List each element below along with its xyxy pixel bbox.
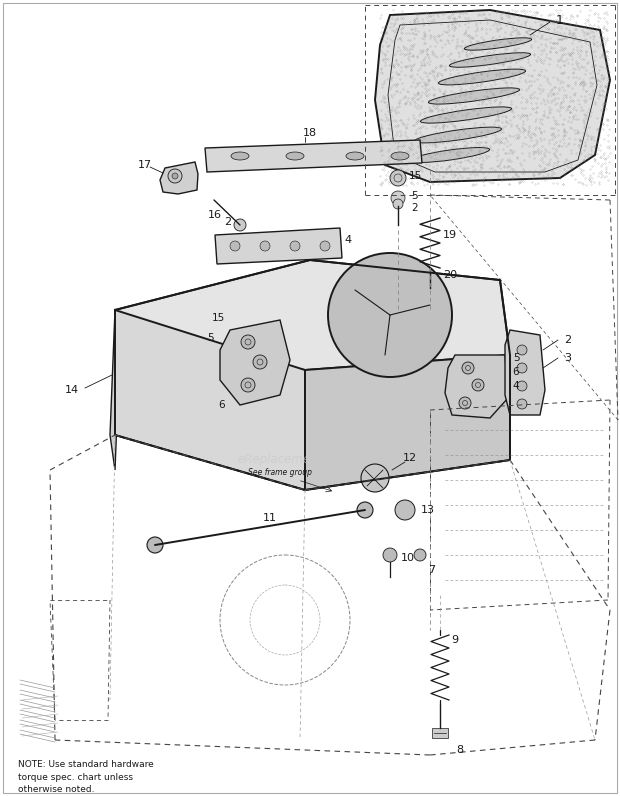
Circle shape	[414, 549, 426, 561]
Text: 15: 15	[409, 171, 422, 181]
Polygon shape	[445, 355, 508, 418]
Circle shape	[383, 548, 397, 562]
Ellipse shape	[391, 152, 409, 160]
Text: 15: 15	[211, 313, 224, 323]
Polygon shape	[110, 310, 120, 470]
Text: 11: 11	[263, 513, 277, 523]
Circle shape	[168, 169, 182, 183]
Text: 14: 14	[65, 385, 79, 395]
Circle shape	[328, 253, 452, 377]
Ellipse shape	[428, 88, 520, 104]
Ellipse shape	[410, 147, 490, 162]
Text: NOTE: Use standard hardware
torque spec. chart unless
otherwise noted.: NOTE: Use standard hardware torque spec.…	[18, 760, 154, 794]
Ellipse shape	[464, 38, 532, 50]
Ellipse shape	[420, 107, 511, 123]
Text: 1: 1	[556, 14, 564, 26]
Text: eReplacementParts.com: eReplacementParts.com	[238, 454, 382, 466]
Circle shape	[393, 199, 403, 209]
Text: 18: 18	[303, 128, 317, 138]
Circle shape	[253, 355, 267, 369]
Ellipse shape	[346, 152, 364, 160]
Text: 16: 16	[208, 210, 222, 220]
Text: 19: 19	[443, 230, 457, 240]
Circle shape	[395, 500, 415, 520]
Circle shape	[517, 399, 527, 409]
Circle shape	[472, 379, 484, 391]
Text: 6: 6	[513, 367, 520, 377]
Text: 6: 6	[219, 400, 225, 410]
Text: 2: 2	[224, 217, 231, 227]
Bar	[424, 288, 436, 295]
Text: 8: 8	[456, 745, 464, 755]
Polygon shape	[115, 260, 510, 370]
Text: 3: 3	[564, 353, 572, 363]
Ellipse shape	[414, 127, 502, 142]
Polygon shape	[160, 162, 198, 194]
Circle shape	[260, 241, 270, 251]
Text: 17: 17	[138, 160, 152, 170]
Text: See frame group: See frame group	[248, 468, 312, 477]
Circle shape	[391, 191, 405, 205]
Text: 13: 13	[421, 505, 435, 515]
Circle shape	[357, 502, 373, 518]
Circle shape	[172, 173, 178, 179]
Circle shape	[241, 378, 255, 392]
Circle shape	[459, 397, 471, 409]
Polygon shape	[305, 355, 510, 490]
Polygon shape	[205, 140, 422, 172]
Text: 7: 7	[428, 565, 436, 575]
Circle shape	[241, 335, 255, 349]
Polygon shape	[220, 320, 290, 405]
Text: 5: 5	[206, 333, 213, 343]
Text: 5: 5	[513, 353, 520, 363]
Text: 5: 5	[412, 191, 418, 201]
Circle shape	[517, 345, 527, 355]
Circle shape	[147, 537, 163, 553]
Circle shape	[517, 363, 527, 373]
Circle shape	[361, 464, 389, 492]
Text: 20: 20	[443, 270, 457, 280]
Polygon shape	[375, 10, 610, 182]
Circle shape	[230, 241, 240, 251]
Ellipse shape	[438, 69, 526, 85]
Circle shape	[290, 241, 300, 251]
Text: 2: 2	[412, 203, 418, 213]
Text: 4: 4	[513, 381, 520, 391]
Circle shape	[462, 362, 474, 374]
Text: 2: 2	[564, 335, 572, 345]
Circle shape	[390, 170, 406, 186]
Circle shape	[234, 219, 246, 231]
Polygon shape	[505, 330, 545, 415]
Bar	[432, 728, 448, 738]
Text: 12: 12	[403, 453, 417, 463]
Text: 10: 10	[401, 553, 415, 563]
Text: 4: 4	[345, 235, 352, 245]
Polygon shape	[115, 310, 305, 490]
Ellipse shape	[231, 152, 249, 160]
Ellipse shape	[286, 152, 304, 160]
Circle shape	[517, 381, 527, 391]
Polygon shape	[215, 228, 342, 264]
Text: 9: 9	[451, 635, 459, 645]
Circle shape	[320, 241, 330, 251]
Ellipse shape	[450, 53, 531, 67]
